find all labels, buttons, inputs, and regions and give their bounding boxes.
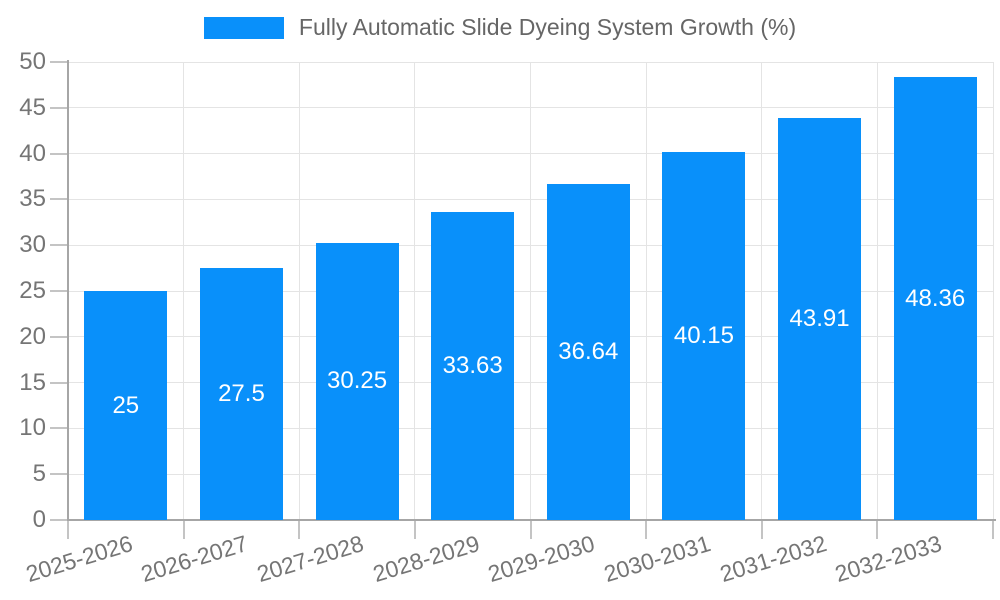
y-axis-tick [50,290,68,292]
bar[interactable] [778,117,862,520]
y-tick-label: 25 [19,277,46,304]
v-gridline [645,62,647,520]
x-tick-label: 2025-2026 [22,530,136,588]
y-tick-label: 30 [19,231,46,259]
v-gridline [530,62,531,520]
x-axis-tick [413,520,416,539]
y-axis-tick [50,381,68,384]
chart-legend: Fully Automatic Slide Dyeing System Grow… [0,14,1000,41]
legend-swatch-icon [203,16,284,39]
bar-value-label: 25 [112,391,140,419]
y-tick-label: 0 [32,506,46,533]
x-tick-label: 2029-2030 [485,530,598,588]
y-axis-tick [50,152,68,155]
bar[interactable] [546,184,630,520]
bar-value-label: 33.63 [442,351,503,379]
y-tick-label: 10 [19,414,46,442]
v-gridline [876,62,878,520]
bar-value-label: 27.5 [218,380,265,408]
bar[interactable] [662,152,746,520]
v-gridline [761,62,763,520]
x-axis-tick [529,520,532,539]
x-tick-label: 2027-2028 [253,530,367,588]
y-axis-line [67,60,69,520]
y-axis-tick [50,335,68,338]
legend-label: Fully Automatic Slide Dyeing System Grow… [298,14,797,40]
y-axis-tick [50,244,68,247]
bar-value-label: 40.15 [673,322,734,350]
x-axis-line [67,519,996,521]
bar-value-label: 30.25 [327,367,388,395]
v-gridline [992,62,994,520]
y-tick-label: 35 [19,185,46,213]
x-axis-tick [67,520,69,539]
y-axis-tick [50,106,68,109]
x-axis-tick [760,520,763,539]
y-axis-tick [50,427,68,430]
bar[interactable] [893,77,977,520]
v-gridline [414,62,416,520]
y-tick-label: 50 [19,48,46,75]
y-axis-tick [50,519,68,521]
x-axis-tick [298,520,301,539]
x-tick-label: 2031-2032 [716,530,830,588]
x-axis-tick [645,520,648,539]
y-tick-label: 45 [19,93,46,121]
x-tick-label: 2030-2031 [600,530,714,588]
bar-value-label: 36.64 [558,338,619,366]
x-tick-label: 2026-2027 [138,530,252,588]
y-tick-label: 40 [19,139,46,167]
y-tick-label: 15 [19,368,46,396]
y-tick-label: 20 [19,322,46,350]
x-tick-label: 2028-2029 [369,530,483,588]
bar[interactable] [315,242,399,520]
legend-item[interactable]: Fully Automatic Slide Dyeing System Grow… [203,14,797,41]
bar-value-label: 48.36 [905,284,966,312]
bar[interactable] [84,291,168,520]
bar[interactable] [199,268,283,520]
v-gridline [298,62,300,520]
x-axis-tick [182,520,185,539]
x-tick-label: 2032-2033 [831,530,945,588]
v-gridline [183,62,185,520]
y-axis-tick [50,61,68,63]
x-axis-tick [876,520,879,539]
y-tick-label: 5 [32,460,46,488]
y-axis-tick [50,473,68,476]
y-axis-tick [50,198,68,201]
bar[interactable] [431,211,515,520]
x-axis-tick [992,520,994,539]
bar-value-label: 43.91 [789,304,850,332]
